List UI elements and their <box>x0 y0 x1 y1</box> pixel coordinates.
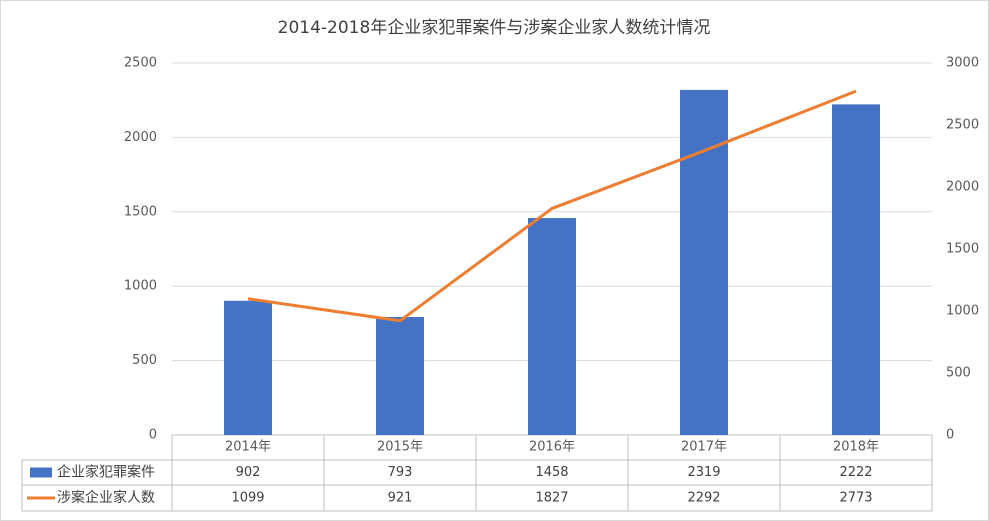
y2-tick-label: 1000 <box>946 304 979 319</box>
legend-key <box>30 467 52 478</box>
chart-title: 2014-2018年企业家犯罪案件与涉案企业家人数统计情况 <box>278 18 711 38</box>
table-value: 921 <box>388 491 413 506</box>
table-value: 2222 <box>839 465 872 480</box>
bar <box>376 317 424 435</box>
bar <box>832 104 880 436</box>
y2-tick-label: 3000 <box>946 56 979 71</box>
legend-label: 涉案企业家人数 <box>57 489 155 506</box>
y-tick-label: 2000 <box>124 130 157 145</box>
x-tick-label: 2018年 <box>833 440 879 455</box>
table-value: 2292 <box>687 491 720 506</box>
y2-tick-label: 500 <box>946 366 971 381</box>
x-tick-label: 2014年 <box>225 440 271 455</box>
table-value: 2773 <box>839 491 872 506</box>
bar <box>224 300 272 435</box>
bar <box>528 218 576 435</box>
y-tick-label: 500 <box>132 353 157 368</box>
y2-tick-label: 2500 <box>946 118 979 133</box>
y-tick-label: 0 <box>149 428 157 443</box>
table-value: 902 <box>236 465 261 480</box>
y2-tick-label: 0 <box>946 428 954 443</box>
bar <box>680 89 728 435</box>
table-value: 1099 <box>231 491 264 506</box>
line <box>247 89 857 323</box>
x-tick-label: 2015年 <box>377 440 423 455</box>
table-value: 2319 <box>687 465 720 480</box>
table-value: 1458 <box>535 465 568 480</box>
table-value: 1827 <box>535 491 568 506</box>
y-tick-label: 2500 <box>124 56 157 71</box>
y2-tick-label: 1500 <box>946 242 979 257</box>
table-value: 793 <box>388 465 413 480</box>
x-tick-label: 2017年 <box>681 440 727 455</box>
y-tick-label: 1500 <box>124 204 157 219</box>
y-tick-label: 1000 <box>124 279 157 294</box>
legend-label: 企业家犯罪案件 <box>57 464 155 481</box>
x-tick-label: 2016年 <box>529 440 575 455</box>
y2-tick-label: 2000 <box>946 180 979 195</box>
